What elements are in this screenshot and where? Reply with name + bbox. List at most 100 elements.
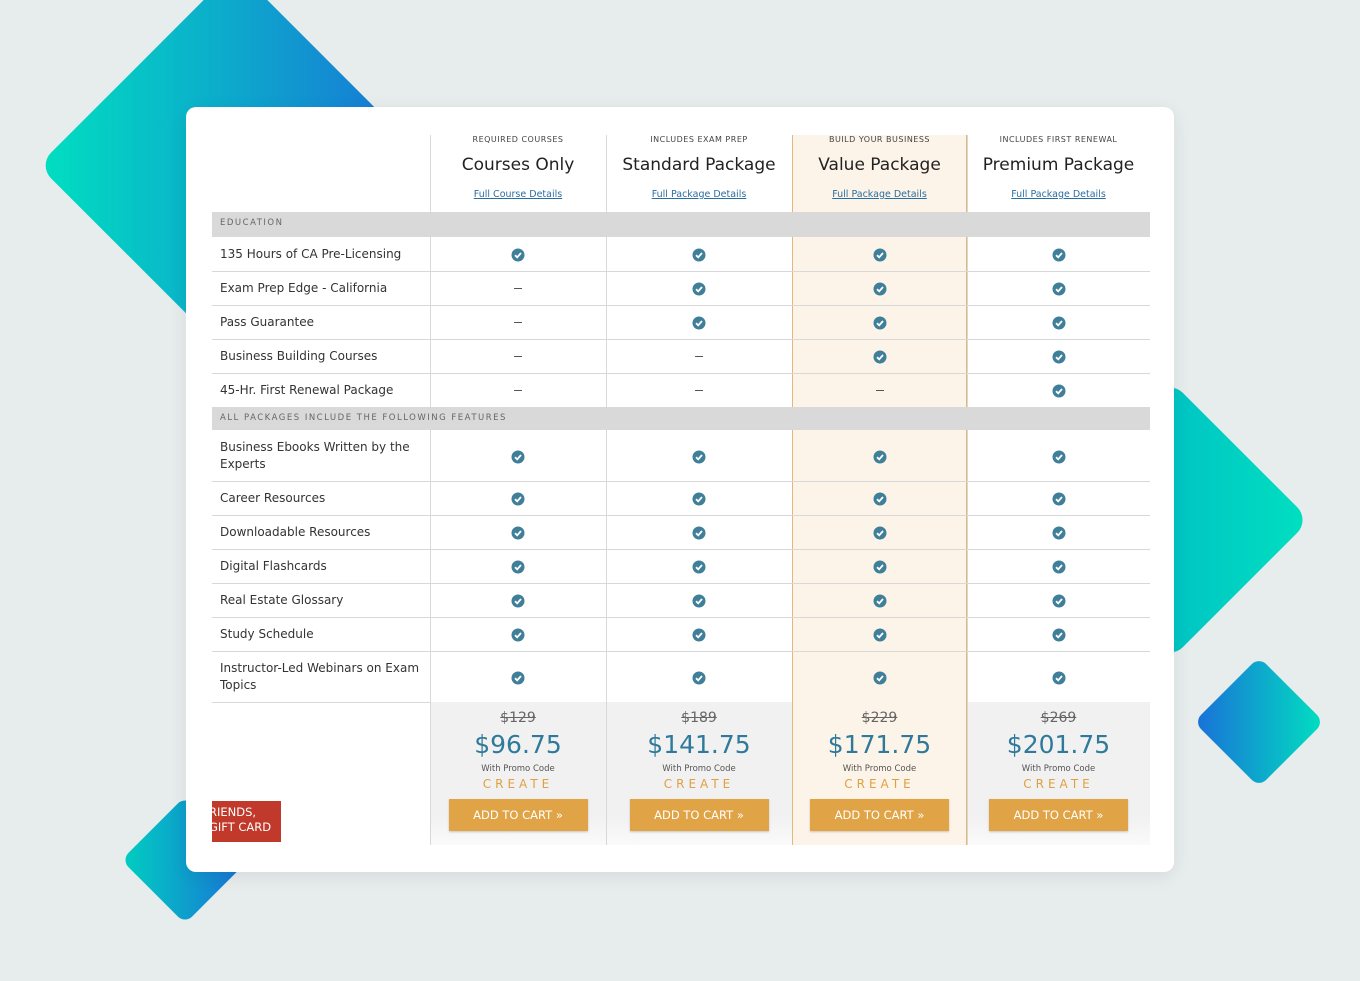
check <box>1052 526 1065 540</box>
check <box>511 560 525 574</box>
section-title: EDUCATION <box>220 218 284 228</box>
feature-label: Digital Flashcards <box>220 558 327 573</box>
check <box>511 248 525 262</box>
check-icon <box>873 349 887 364</box>
check-icon <box>511 525 525 540</box>
check-icon <box>692 315 706 330</box>
check-icon <box>873 315 887 330</box>
details-link[interactable]: Full Course Details <box>473 189 563 200</box>
feature-label: Business Ebooks Written by the Experts <box>220 439 410 471</box>
dash-icon <box>514 390 522 391</box>
dash-icon <box>695 356 703 357</box>
add-to-cart-button[interactable]: ADD TO CART » <box>448 799 588 831</box>
check <box>1052 248 1065 262</box>
check-icon <box>511 491 525 506</box>
check <box>1052 316 1065 330</box>
check-icon <box>511 247 525 262</box>
check-icon <box>1052 449 1066 463</box>
dash-icon <box>514 322 522 323</box>
check <box>692 560 706 574</box>
row-divider <box>212 583 1150 584</box>
row-divider <box>212 373 1150 374</box>
dash-icon <box>875 390 884 391</box>
check <box>511 594 525 608</box>
check <box>873 594 886 608</box>
check-icon <box>692 525 706 540</box>
check <box>511 526 525 540</box>
check <box>692 526 706 540</box>
check-icon <box>873 281 887 296</box>
check <box>1052 350 1065 364</box>
row-divider <box>212 651 1150 652</box>
check-icon <box>1052 670 1066 684</box>
price: $96.75 <box>474 730 562 759</box>
price: $141.75 <box>647 730 751 759</box>
check <box>873 316 886 330</box>
dash-icon <box>695 390 703 391</box>
column-divider <box>606 702 607 845</box>
package-name: Courses Only <box>461 155 575 175</box>
row-divider <box>212 481 1150 482</box>
check <box>692 282 706 296</box>
check-icon <box>511 559 525 574</box>
feature-label: Career Resources <box>220 490 326 505</box>
check-icon <box>692 627 706 642</box>
promo-code: CREATE <box>1023 777 1094 791</box>
add-to-cart-button[interactable]: ADD TO CART » <box>629 799 769 831</box>
check <box>1052 450 1065 463</box>
check <box>873 492 886 506</box>
details-link[interactable]: Full Package Details <box>651 189 747 200</box>
check <box>873 526 886 540</box>
row-divider <box>212 305 1150 306</box>
check-icon <box>511 670 525 684</box>
check <box>1052 628 1065 642</box>
dash-icon <box>514 356 522 357</box>
package-name: Premium Package <box>982 155 1135 175</box>
feature-label: Exam Prep Edge - California <box>220 280 388 295</box>
check <box>511 671 525 684</box>
decor-diamond <box>1193 656 1325 788</box>
check <box>873 282 886 296</box>
check-icon <box>873 525 887 540</box>
promo-label: With Promo Code <box>662 764 736 774</box>
check-icon <box>511 449 525 463</box>
check-icon <box>692 281 706 296</box>
check <box>1052 492 1065 506</box>
feature-label: Real Estate Glossary <box>220 592 344 607</box>
check <box>1052 560 1065 574</box>
check <box>511 628 525 642</box>
details-link[interactable]: Full Package Details <box>832 189 927 200</box>
check <box>1052 282 1065 296</box>
check-icon <box>873 247 887 262</box>
add-to-cart-button[interactable]: ADD TO CART » <box>989 799 1128 831</box>
check-icon <box>1052 281 1066 296</box>
add-to-cart-button[interactable]: ADD TO CART » <box>810 799 949 831</box>
price: $201.75 <box>1006 730 1111 759</box>
check <box>873 671 886 684</box>
old-price: $229 <box>861 710 898 726</box>
check <box>873 350 886 364</box>
tagline: INCLUDES FIRST RENEWAL <box>999 135 1118 144</box>
check-icon <box>1052 593 1066 608</box>
feature-label: 135 Hours of CA Pre-Licensing <box>220 246 402 261</box>
details-link[interactable]: Full Package Details <box>1011 189 1106 200</box>
check <box>873 560 886 574</box>
row-divider <box>212 339 1150 340</box>
promo-code: CREATE <box>844 777 915 791</box>
feature-label: Study Schedule <box>220 626 314 641</box>
check-icon <box>692 559 706 574</box>
section-bar <box>212 407 1150 430</box>
check-icon <box>692 491 706 506</box>
tagline: REQUIRED COURSES <box>472 135 564 144</box>
price: $171.75 <box>827 730 932 759</box>
column-divider <box>967 702 968 845</box>
check <box>692 492 706 506</box>
gift-card[interactable]: RIENDS, GIFT CARD <box>212 801 281 842</box>
feature-label: Instructor-Led Webinars on Exam Topics <box>220 660 420 692</box>
check <box>873 628 886 642</box>
check-icon <box>692 593 706 608</box>
check-icon <box>873 449 887 463</box>
row-divider <box>212 617 1150 618</box>
row-divider <box>212 549 1150 550</box>
gift-card-text: GIFT CARD <box>212 820 272 834</box>
